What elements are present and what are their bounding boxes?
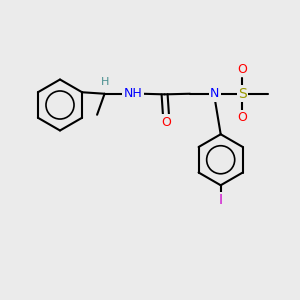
Text: O: O — [161, 116, 171, 129]
Text: N: N — [210, 87, 219, 100]
Text: S: S — [238, 87, 247, 101]
Text: O: O — [237, 111, 247, 124]
Text: NH: NH — [124, 87, 142, 100]
Text: I: I — [219, 193, 223, 207]
Text: H: H — [100, 77, 109, 87]
Text: O: O — [237, 63, 247, 76]
